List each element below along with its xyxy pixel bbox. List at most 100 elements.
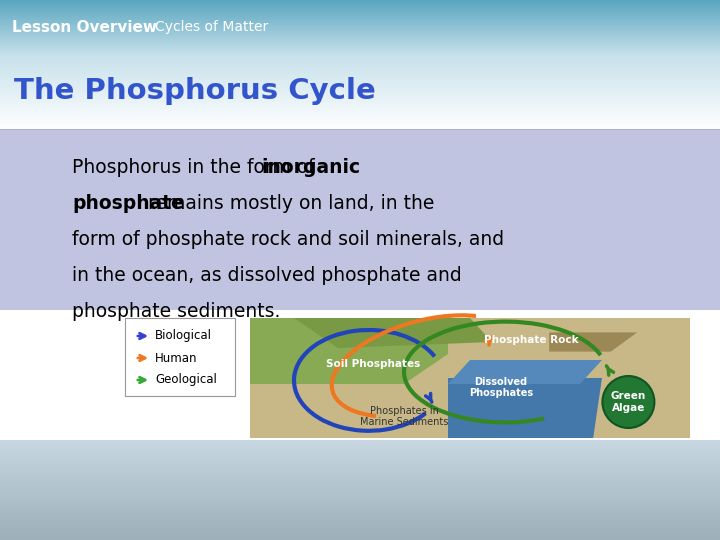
Bar (0, 122, 720, 123)
Bar (0, 68, 720, 69)
Text: Human: Human (155, 352, 197, 365)
Bar (0, 99, 720, 100)
Bar (0, 466, 720, 467)
Bar (0, 38, 720, 39)
Bar (0, 54, 720, 55)
Bar (0, 24, 720, 25)
Bar (0, 56, 720, 57)
Bar (0, 526, 720, 527)
Bar (0, 69, 720, 70)
Bar (0, 469, 720, 470)
Bar (0, 468, 720, 469)
Bar (0, 527, 720, 528)
Bar (0, 478, 720, 479)
Text: Cycles of Matter: Cycles of Matter (155, 21, 269, 35)
Bar (0, 470, 720, 471)
Bar (0, 112, 720, 113)
Bar (0, 539, 720, 540)
Bar (0, 26, 720, 27)
Bar (0, 25, 720, 26)
Bar (0, 7, 720, 8)
Bar (0, 90, 720, 91)
Text: in the ocean, as dissolved phosphate and: in the ocean, as dissolved phosphate and (72, 266, 462, 285)
Bar (0, 472, 720, 473)
Bar (0, 128, 720, 129)
Bar (0, 515, 720, 516)
Text: inorganic: inorganic (261, 158, 361, 177)
Bar (0, 2, 720, 3)
Bar (0, 59, 720, 60)
Bar (0, 72, 720, 73)
Bar (0, 110, 720, 111)
Bar (0, 475, 720, 476)
Bar (0, 104, 720, 105)
Polygon shape (294, 318, 492, 348)
Bar (0, 86, 720, 87)
Bar (0, 514, 720, 515)
Bar (0, 458, 720, 459)
Bar (0, 22, 720, 23)
Bar (0, 120, 720, 121)
Bar (0, 525, 720, 526)
Bar (0, 28, 720, 29)
Text: form of phosphate rock and soil minerals, and: form of phosphate rock and soil minerals… (72, 230, 504, 249)
Bar (0, 504, 720, 505)
Bar (0, 4, 720, 5)
Bar (0, 1, 720, 2)
Bar (0, 521, 720, 522)
Bar (0, 535, 720, 536)
Bar (0, 522, 720, 523)
Bar (0, 70, 720, 71)
Bar (0, 61, 720, 62)
Bar (0, 88, 720, 89)
Bar (0, 488, 720, 489)
Bar (0, 14, 720, 15)
Bar (0, 27, 720, 28)
Bar (0, 45, 720, 46)
Bar (0, 113, 720, 114)
Bar (0, 129, 720, 130)
Bar (0, 15, 720, 16)
Bar (0, 65, 720, 66)
Bar (0, 81, 720, 82)
Bar (0, 84, 720, 85)
Bar (0, 523, 720, 524)
Bar (0, 529, 720, 530)
Bar (0, 42, 720, 43)
Bar (0, 52, 720, 53)
Bar (0, 96, 720, 97)
Bar (0, 532, 720, 533)
Bar (0, 454, 720, 455)
Circle shape (603, 376, 654, 428)
Bar (0, 103, 720, 104)
Text: remains mostly on land, in the: remains mostly on land, in the (143, 194, 435, 213)
Bar (0, 6, 720, 7)
Bar (0, 497, 720, 498)
Bar (0, 485, 720, 486)
Bar (0, 13, 720, 14)
Bar (0, 35, 720, 36)
Bar (0, 34, 720, 35)
Bar (0, 39, 720, 40)
Bar (0, 502, 720, 503)
Bar (0, 481, 720, 482)
Bar (0, 3, 720, 4)
Bar (0, 46, 720, 47)
Bar (0, 116, 720, 117)
Bar (0, 538, 720, 539)
Text: Phosphorus in the form of: Phosphorus in the form of (72, 158, 320, 177)
FancyBboxPatch shape (125, 318, 235, 396)
Bar (0, 483, 720, 484)
Bar (0, 102, 720, 103)
Bar (0, 93, 720, 94)
Bar (0, 79, 720, 80)
Bar (0, 10, 720, 11)
Bar (0, 533, 720, 534)
Bar (0, 440, 720, 441)
Bar (0, 452, 720, 453)
Bar (0, 78, 720, 79)
Bar (0, 123, 720, 124)
Bar (0, 310, 720, 440)
Text: Biological: Biological (155, 329, 212, 342)
Text: Green
Algae: Green Algae (611, 391, 646, 413)
